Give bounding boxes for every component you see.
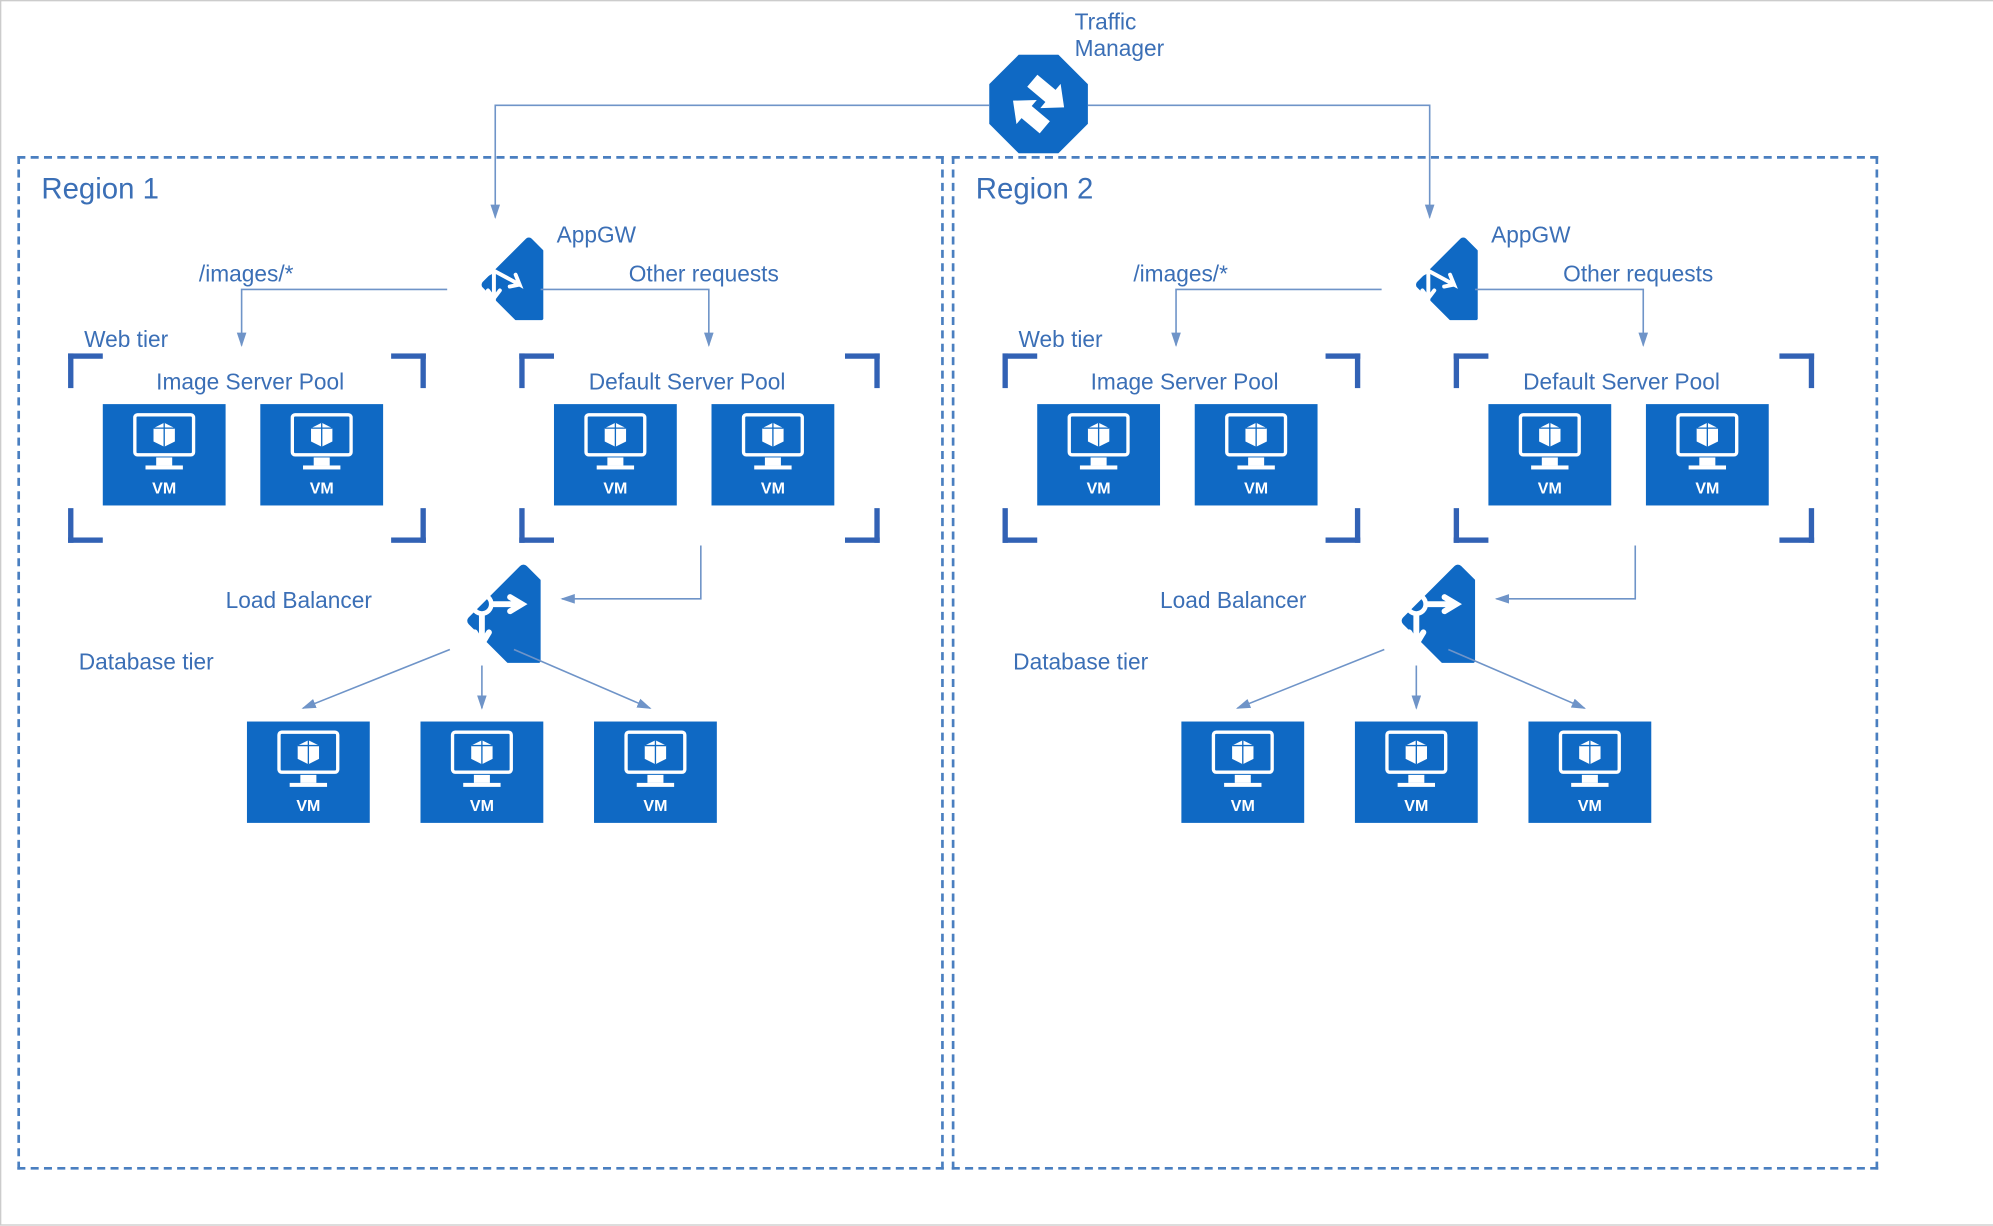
corner [519, 353, 554, 388]
db-tier-r2: Database tier [1013, 650, 1148, 677]
corner [1326, 508, 1361, 543]
corner [1779, 508, 1814, 543]
diagram-canvas: Traffic Manager Region 1 [0, 0, 1993, 1226]
route-other-r1: Other requests [629, 261, 779, 288]
appgw-icon-r2 [1379, 221, 1478, 326]
corner [1003, 353, 1038, 388]
pool-left-title-r2: Image Server Pool [1091, 369, 1279, 396]
vm-label: VM [1244, 479, 1268, 498]
web-tier-r1: Web tier [84, 327, 168, 354]
vm-label: VM [1695, 479, 1719, 498]
vm-label: VM [152, 479, 176, 498]
vm-label: VM [296, 796, 320, 815]
appgw-label-r2: AppGW [1491, 223, 1570, 250]
vm-label: VM [1231, 796, 1255, 815]
db-tier-r1: Database tier [79, 650, 214, 677]
route-images-r1: /images/* [199, 261, 294, 288]
load-balancer-icon-r2 [1358, 545, 1475, 669]
vm-icon: VM [103, 404, 226, 505]
appgw-icon-r1 [445, 221, 544, 326]
vm-label: VM [761, 479, 785, 498]
vm-icon: VM [420, 722, 543, 823]
corner [1779, 353, 1814, 388]
corner [1003, 508, 1038, 543]
tm-line1: Traffic [1075, 9, 1137, 34]
lb-label-r1: Load Balancer [226, 588, 372, 615]
corner [391, 508, 426, 543]
corner [845, 353, 880, 388]
appgw-label-r1: AppGW [557, 223, 636, 250]
tm-line2: Manager [1075, 36, 1165, 61]
vm-icon: VM [1488, 404, 1611, 505]
traffic-manager-label: Traffic Manager [1075, 9, 1165, 62]
vm-icon: VM [554, 404, 677, 505]
corner [1454, 353, 1489, 388]
vm-icon: VM [1037, 404, 1160, 505]
route-other-r2: Other requests [1563, 261, 1713, 288]
region-2-title: Region 2 [976, 172, 1094, 207]
vm-label: VM [643, 796, 667, 815]
vm-label: VM [470, 796, 494, 815]
corner [68, 353, 103, 388]
region-1-title: Region 1 [41, 172, 159, 207]
vm-icon: VM [1528, 722, 1651, 823]
vm-icon: VM [260, 404, 383, 505]
vm-icon: VM [1355, 722, 1478, 823]
vm-icon: VM [1646, 404, 1769, 505]
corner [68, 508, 103, 543]
vm-label: VM [1578, 796, 1602, 815]
lb-label-r2: Load Balancer [1160, 588, 1306, 615]
vm-icon: VM [247, 722, 370, 823]
vm-label: VM [603, 479, 627, 498]
corner [1454, 508, 1489, 543]
load-balancer-icon-r1 [423, 545, 540, 669]
pool-right-title-r1: Default Server Pool [589, 369, 786, 396]
vm-icon: VM [711, 404, 834, 505]
vm-icon: VM [594, 722, 717, 823]
corner [845, 508, 880, 543]
vm-label: VM [310, 479, 334, 498]
route-images-r2: /images/* [1133, 261, 1228, 288]
corner [1326, 353, 1361, 388]
vm-icon: VM [1181, 722, 1304, 823]
vm-label: VM [1538, 479, 1562, 498]
traffic-manager-icon [989, 55, 1088, 160]
pool-left-title-r1: Image Server Pool [156, 369, 344, 396]
vm-label: VM [1087, 479, 1111, 498]
web-tier-r2: Web tier [1019, 327, 1103, 354]
corner [391, 353, 426, 388]
vm-label: VM [1404, 796, 1428, 815]
corner [519, 508, 554, 543]
pool-right-title-r2: Default Server Pool [1523, 369, 1720, 396]
vm-icon: VM [1195, 404, 1318, 505]
